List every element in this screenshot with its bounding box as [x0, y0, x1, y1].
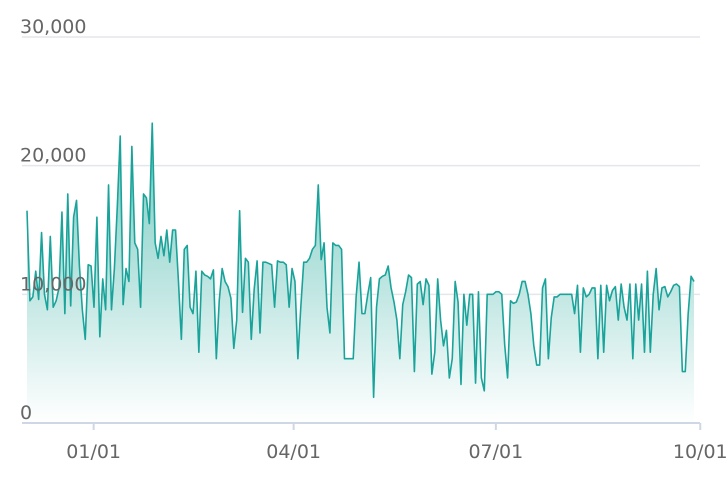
y-tick-label: 0 [20, 402, 32, 424]
x-tick-label: 04/01 [266, 441, 321, 463]
gridlines [22, 36, 700, 296]
x-tick-label: 01/01 [66, 441, 121, 463]
series-area [26, 122, 695, 424]
x-axis [22, 422, 702, 430]
x-tick-label: 07/01 [468, 441, 523, 463]
y-tick-label: 10,000 [20, 273, 86, 295]
tick-labels: 0 10,000 20,000 30,000 01/01 04/01 07/01 10/01 [20, 16, 726, 463]
series-line [26, 122, 695, 399]
y-tick-label: 20,000 [20, 145, 86, 167]
y-tick-label: 30,000 [20, 16, 86, 38]
x-tick-label: 10/01 [673, 441, 726, 463]
series-area-fill [27, 123, 694, 424]
